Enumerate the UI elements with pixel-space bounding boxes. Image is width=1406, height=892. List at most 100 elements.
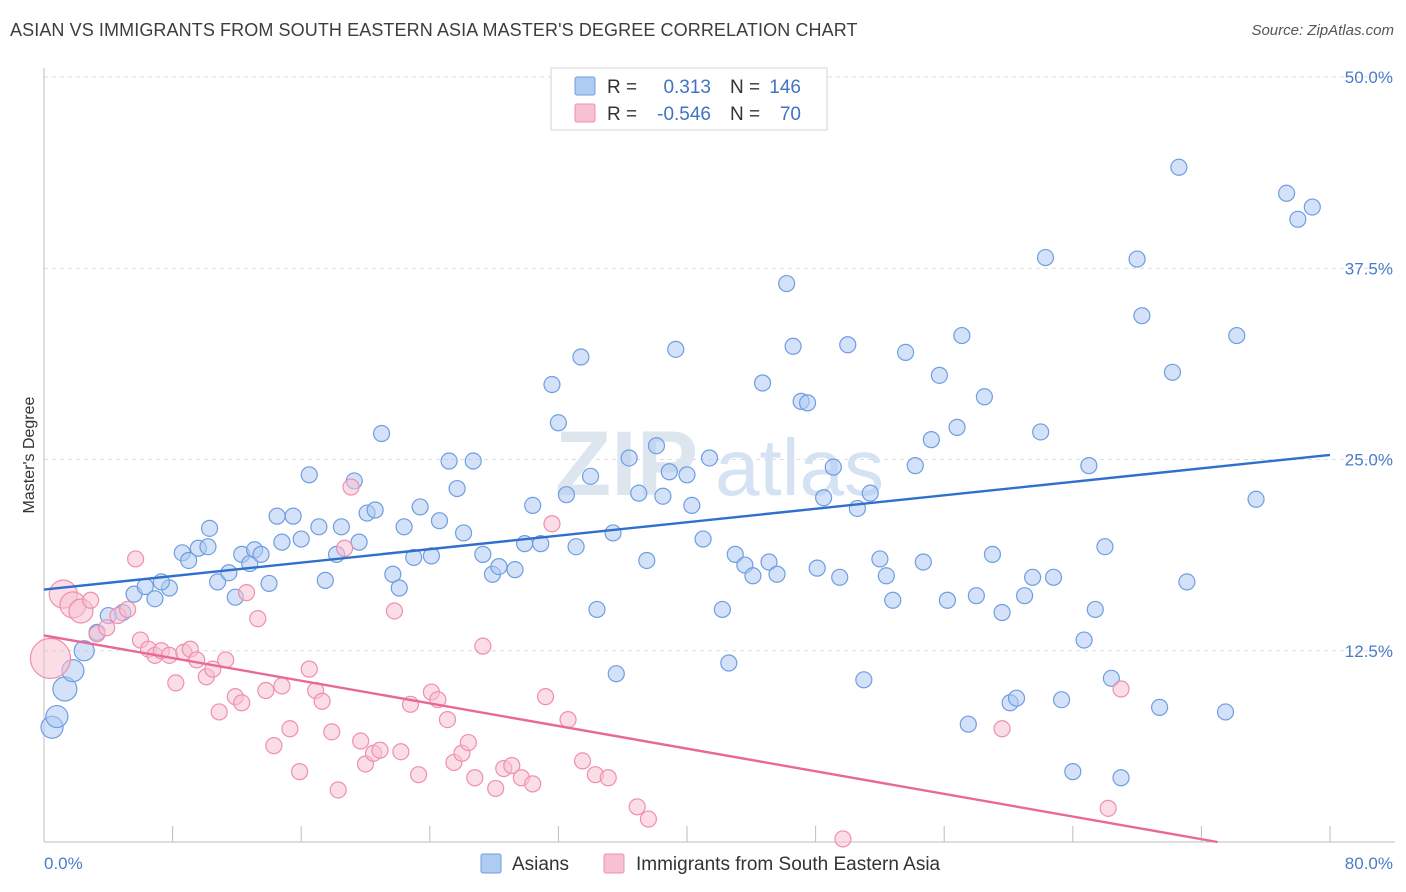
x-tick-label: 0.0% — [44, 854, 83, 873]
asians-point — [1112, 769, 1130, 787]
asians-point — [630, 484, 648, 502]
bottom-legend-swatch-asians — [480, 853, 502, 874]
asians-point — [700, 449, 719, 467]
asians-point — [588, 600, 606, 619]
trend-lines — [43, 453, 1331, 844]
asians-point — [906, 457, 924, 475]
bottom-legend-immigrants: Immigrants from South Eastern Asia — [636, 854, 941, 875]
asians-point — [567, 538, 585, 556]
immigrants-point — [487, 779, 505, 798]
immigrants-point — [559, 710, 577, 729]
watermark: ZIP atlas — [555, 413, 884, 515]
immigrants-point — [265, 737, 283, 755]
asians-point — [967, 587, 985, 605]
asians-point — [897, 343, 915, 361]
bottom-legend-swatch-immigrants — [603, 853, 625, 874]
immigrants-point — [118, 600, 137, 619]
asians-point — [638, 551, 656, 570]
y-tick-label: 12.5% — [1345, 642, 1393, 661]
asians-point — [922, 431, 940, 449]
asians-point — [273, 533, 291, 551]
immigrants-point — [329, 781, 347, 799]
immigrants-point — [313, 692, 331, 710]
immigrants-point — [459, 733, 477, 752]
immigrants-point — [281, 720, 299, 738]
asians-point — [678, 466, 696, 484]
asians-point — [713, 600, 731, 619]
asians-point — [220, 564, 238, 582]
legend-n-value-2: 70 — [780, 104, 801, 125]
asians-point — [209, 573, 227, 591]
immigrants-point — [273, 677, 291, 695]
asians-point — [1228, 326, 1246, 345]
immigrants-point — [573, 752, 592, 770]
asians-point — [464, 452, 482, 470]
asians-point — [654, 487, 672, 505]
legend-n-label-1: N = — [730, 77, 760, 98]
asians-point — [831, 568, 849, 586]
asians-point — [581, 467, 600, 485]
asians-point — [798, 394, 817, 412]
asians-point — [778, 274, 796, 293]
y-tick-label: 37.5% — [1345, 259, 1393, 278]
immigrants-trend-line — [43, 634, 1218, 844]
bottom-legend: Asians Immigrants from South Eastern Asi… — [480, 853, 941, 875]
asians-point — [300, 466, 318, 484]
asians-point — [350, 533, 368, 551]
asians-point — [524, 496, 542, 514]
asians-point — [753, 374, 772, 392]
immigrants-point — [1099, 799, 1117, 817]
legend-r-label-2: R = — [607, 104, 637, 125]
asians-point — [959, 715, 977, 733]
immigrants-point — [290, 763, 309, 781]
asians-point — [808, 559, 826, 577]
immigrants-point — [543, 515, 561, 533]
immigrants-point — [466, 769, 484, 787]
asians-point — [316, 571, 334, 589]
asians-point — [146, 590, 164, 608]
immigrants-point — [834, 830, 852, 848]
asians-point — [855, 671, 873, 689]
asians-point — [660, 463, 678, 481]
asians-point — [1044, 568, 1063, 586]
asians-point — [310, 518, 328, 536]
asians-point — [861, 484, 879, 502]
asians-point — [1247, 490, 1265, 508]
immigrants-point — [503, 756, 521, 775]
x-tick-label: 80.0% — [1345, 854, 1393, 873]
asians-point — [1080, 457, 1098, 475]
stats-legend: R = 0.313 N = 146 R = -0.546 N = 70 — [550, 67, 828, 131]
immigrants-point — [392, 743, 410, 761]
y-tick-labels: 12.5% 25.0% 37.5% 50.0% — [1345, 68, 1393, 661]
asians-point — [683, 496, 701, 514]
data-points — [29, 158, 1321, 848]
asians-point — [1052, 691, 1071, 709]
asians-point — [1289, 210, 1307, 228]
asians-point — [744, 567, 762, 585]
asians-point — [647, 437, 666, 455]
immigrants-point — [127, 550, 145, 568]
immigrants-point — [438, 710, 457, 729]
asians-point — [448, 479, 466, 498]
asians-point — [454, 524, 473, 542]
immigrants-point — [352, 732, 370, 750]
immigrants-point — [1112, 680, 1130, 698]
asians-point — [824, 458, 842, 476]
immigrants-point — [249, 610, 267, 628]
chart-title: ASIAN VS IMMIGRANTS FROM SOUTH EASTERN A… — [10, 20, 858, 40]
asians-point — [405, 548, 423, 567]
asians-point — [1303, 198, 1321, 216]
immigrants-point — [167, 674, 185, 692]
asians-point — [993, 603, 1011, 622]
asians-point — [557, 486, 576, 504]
asians-point — [760, 553, 778, 571]
asians-point — [260, 574, 278, 593]
asians-point — [572, 348, 590, 366]
legend-r-value-1: 0.313 — [663, 77, 711, 98]
y-tick-label: 25.0% — [1345, 451, 1393, 470]
immigrants-point — [336, 539, 354, 557]
y-tick-label: 50.0% — [1345, 68, 1393, 87]
immigrants-point — [98, 619, 116, 637]
asians-point — [1170, 158, 1188, 176]
asians-point — [620, 449, 638, 467]
